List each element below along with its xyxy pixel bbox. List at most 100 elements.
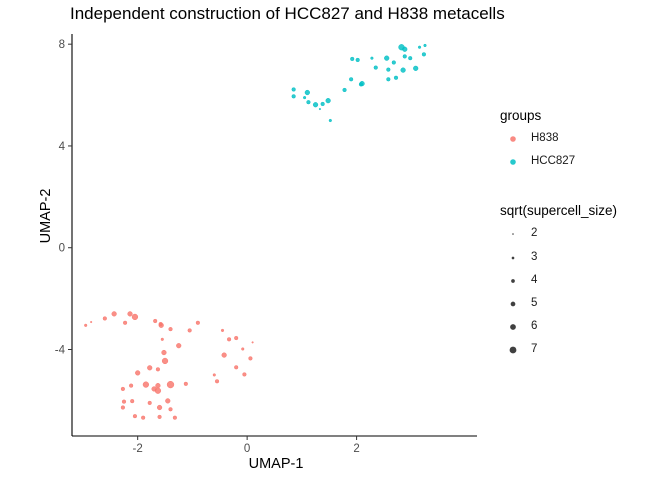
data-point-h838 bbox=[155, 383, 161, 389]
data-point-hcc827 bbox=[417, 45, 422, 49]
x-tick-label: 2 bbox=[353, 443, 359, 455]
data-point-h838 bbox=[127, 311, 133, 317]
chart-title: Independent construction of HCC827 and H… bbox=[70, 4, 505, 23]
size-legend-key-5 bbox=[510, 301, 516, 307]
data-point-hcc827 bbox=[408, 56, 413, 61]
data-point-h838 bbox=[132, 414, 138, 419]
data-point-hcc827 bbox=[350, 56, 355, 62]
data-point-h838 bbox=[212, 373, 216, 377]
data-point-h838 bbox=[102, 316, 107, 321]
data-point-h838 bbox=[157, 414, 162, 420]
size-legend-label-7: 7 bbox=[531, 343, 538, 355]
size-legend-key-2 bbox=[512, 233, 514, 235]
data-point-h838 bbox=[251, 341, 254, 344]
data-point-h838 bbox=[160, 337, 164, 341]
size-legend-key-4 bbox=[511, 279, 515, 283]
data-point-hcc827 bbox=[325, 98, 331, 104]
y-tick-label: 4 bbox=[59, 141, 66, 153]
data-point-h838 bbox=[156, 404, 163, 411]
data-point-h838 bbox=[183, 381, 188, 386]
data-point-h838 bbox=[172, 415, 177, 420]
size-legend-key-7 bbox=[509, 346, 517, 354]
data-point-h838 bbox=[111, 311, 117, 317]
data-point-h838 bbox=[161, 349, 167, 356]
data-point-hcc827 bbox=[303, 96, 307, 100]
data-point-h838 bbox=[234, 365, 239, 370]
data-point-h838 bbox=[155, 367, 161, 372]
data-point-hcc827 bbox=[291, 87, 296, 92]
data-point-h838 bbox=[248, 356, 253, 361]
y-tick-label: 8 bbox=[59, 39, 65, 51]
data-point-h838 bbox=[129, 383, 134, 388]
data-point-h838 bbox=[158, 322, 164, 328]
data-point-hcc827 bbox=[318, 108, 321, 111]
data-point-hcc827 bbox=[386, 77, 391, 82]
data-point-hcc827 bbox=[402, 54, 407, 59]
data-point-hcc827 bbox=[304, 89, 310, 96]
y-tick-label: -4 bbox=[55, 344, 66, 356]
data-point-h838 bbox=[121, 399, 127, 404]
data-point-hcc827 bbox=[373, 65, 378, 70]
data-point-h838 bbox=[221, 352, 227, 358]
x-tick-label: -2 bbox=[133, 443, 143, 455]
data-point-hcc827 bbox=[312, 102, 319, 108]
data-point-h838 bbox=[147, 400, 152, 406]
x-axis-label: UMAP-1 bbox=[248, 456, 304, 472]
size-legend-title: sqrt(supercell_size) bbox=[500, 203, 618, 218]
data-point-hcc827 bbox=[398, 44, 405, 51]
data-point-h838 bbox=[84, 323, 88, 327]
data-point-h838 bbox=[226, 337, 232, 342]
data-point-hcc827 bbox=[355, 57, 360, 63]
data-point-h838 bbox=[142, 381, 150, 388]
data-point-h838 bbox=[120, 386, 125, 392]
data-point-hcc827 bbox=[423, 43, 427, 48]
data-point-h838 bbox=[242, 372, 247, 377]
data-point-h838 bbox=[187, 328, 192, 333]
data-point-hcc827 bbox=[421, 52, 427, 57]
data-point-h838 bbox=[90, 320, 93, 324]
data-point-hcc827 bbox=[328, 118, 332, 123]
data-point-hcc827 bbox=[370, 56, 374, 60]
data-point-h838 bbox=[153, 318, 158, 324]
data-point-hcc827 bbox=[384, 55, 390, 61]
data-point-h838 bbox=[166, 380, 175, 389]
size-legend-label-3: 3 bbox=[531, 251, 538, 263]
color-legend-label-h838: H838 bbox=[531, 132, 559, 144]
data-point-hcc827 bbox=[349, 77, 354, 82]
data-point-h838 bbox=[214, 379, 220, 384]
data-point-hcc827 bbox=[342, 87, 347, 93]
size-legend-label-2: 2 bbox=[531, 227, 538, 239]
color-legend-key-h838 bbox=[510, 136, 516, 142]
size-legend-label-4: 4 bbox=[531, 274, 538, 286]
size-legend-label-6: 6 bbox=[531, 320, 538, 332]
y-tick-label: 0 bbox=[59, 243, 65, 255]
data-point-h838 bbox=[122, 320, 128, 325]
data-point-h838 bbox=[154, 387, 162, 394]
data-point-hcc827 bbox=[393, 75, 399, 80]
data-point-hcc827 bbox=[320, 101, 325, 107]
data-point-h838 bbox=[131, 313, 139, 321]
data-point-hcc827 bbox=[306, 100, 311, 105]
data-point-h838 bbox=[168, 407, 173, 412]
data-point-h838 bbox=[168, 327, 173, 332]
color-legend-label-hcc827: HCC827 bbox=[531, 155, 576, 167]
data-point-h838 bbox=[141, 415, 146, 420]
data-point-h838 bbox=[195, 320, 200, 325]
y-axis-label: UMAP-2 bbox=[38, 188, 54, 244]
data-point-hcc827 bbox=[400, 67, 406, 73]
data-point-hcc827 bbox=[386, 67, 391, 72]
data-point-h838 bbox=[161, 357, 169, 365]
size-legend-key-6 bbox=[510, 324, 516, 330]
data-point-h838 bbox=[147, 365, 153, 371]
data-point-h838 bbox=[130, 399, 135, 404]
size-legend-label-5: 5 bbox=[531, 297, 538, 309]
data-point-h838 bbox=[135, 370, 141, 376]
data-point-hcc827 bbox=[391, 60, 396, 65]
data-point-hcc827 bbox=[291, 94, 296, 99]
size-legend-key-3 bbox=[511, 256, 515, 260]
data-point-hcc827 bbox=[359, 81, 365, 87]
color-legend-key-hcc827 bbox=[510, 159, 516, 165]
data-point-hcc827 bbox=[413, 65, 419, 71]
data-point-h838 bbox=[165, 398, 171, 404]
